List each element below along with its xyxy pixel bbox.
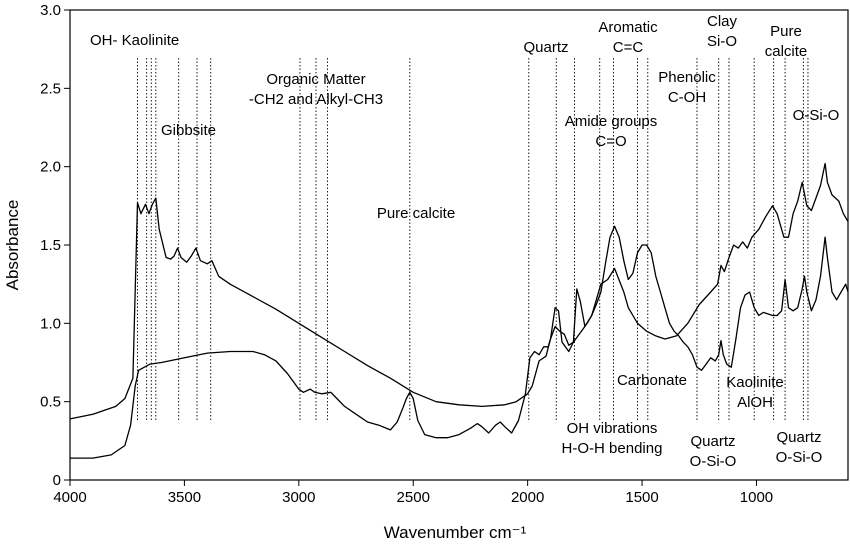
annotation-si-o: Si-O: [707, 33, 737, 50]
annotation-aromatic: Aromatic: [598, 19, 658, 36]
annotation-phenolic: Phenolic: [658, 69, 716, 86]
x-tick-label: 4000: [53, 489, 86, 506]
x-tick-label: 3500: [168, 489, 201, 506]
series-layer: [69, 162, 849, 459]
annotation-quartz-top: Quartz: [523, 39, 568, 56]
y-tick-label: 1.0: [40, 315, 61, 332]
annotation-pure-calcite-mid: Pure calcite: [377, 205, 455, 222]
annotation-quartz-bottom-2: Quartz: [776, 429, 821, 446]
annotation-clay: Clay: [707, 13, 738, 30]
annotation-organic-matter: Organic Matter: [266, 71, 365, 88]
annotation-o-si-o-top: O-Si-O: [793, 107, 840, 124]
x-tick-label: 3000: [282, 489, 315, 506]
y-tick-label: 0: [53, 472, 61, 489]
y-tick-label: 1.5: [40, 237, 61, 254]
annotation-quartz-bottom-1: Quartz: [690, 433, 735, 450]
annotation-cc: C=C: [613, 39, 644, 56]
annotation-h-o-h-bending: H-O-H bending: [562, 440, 663, 457]
annotation-pure-right: Pure: [770, 23, 802, 40]
series-line: [69, 162, 849, 420]
annotation-gibbsite: Gibbsite: [161, 122, 216, 139]
x-tick-label: 1000: [740, 489, 773, 506]
y-tick-label: 3.0: [40, 2, 61, 19]
x-tick-label: 1500: [625, 489, 658, 506]
y-tick-label: 2.0: [40, 159, 61, 176]
annotation-oh-kaolinite: OH- Kaolinite: [90, 32, 179, 49]
plot-frame: [69, 9, 849, 481]
series-line: [70, 225, 849, 459]
x-tick-label: 2500: [397, 489, 430, 506]
annotation-carbonate: Carbonate: [617, 372, 687, 389]
x-axis-label: Wavenumber cm⁻¹: [384, 523, 527, 542]
y-axis: 0 0.5 1.0 1.5 2.0 2.5 3.0: [40, 2, 70, 489]
annotation-c-oh: C-OH: [668, 89, 706, 106]
x-tick-label: 2000: [511, 489, 544, 506]
annotation-c-o: C=O: [595, 133, 626, 150]
annotation-ch2-alkyl: -CH2 and Alkyl-CH3: [249, 91, 383, 108]
y-tick-label: 0.5: [40, 394, 61, 411]
annotation-amide-groups: Amide groups: [565, 113, 658, 130]
annotation-oh-vibrations: OH vibrations: [567, 420, 658, 437]
annotation-kaolinite-aloh: Kaolinite: [726, 374, 784, 391]
x-axis: 4000 3500 3000 2500 2000 1500 1000: [53, 480, 773, 506]
annotation-calcite-right: calcite: [765, 43, 808, 60]
annotation-o-si-o-bottom-2: O-Si-O: [776, 449, 823, 466]
y-axis-label: Absorbance: [3, 200, 22, 291]
y-tick-label: 2.5: [40, 80, 61, 97]
band-markers: [137, 58, 809, 420]
annotation-o-si-o-bottom-1: O-Si-O: [690, 453, 737, 470]
annotation-aloh: AlOH: [737, 394, 773, 411]
